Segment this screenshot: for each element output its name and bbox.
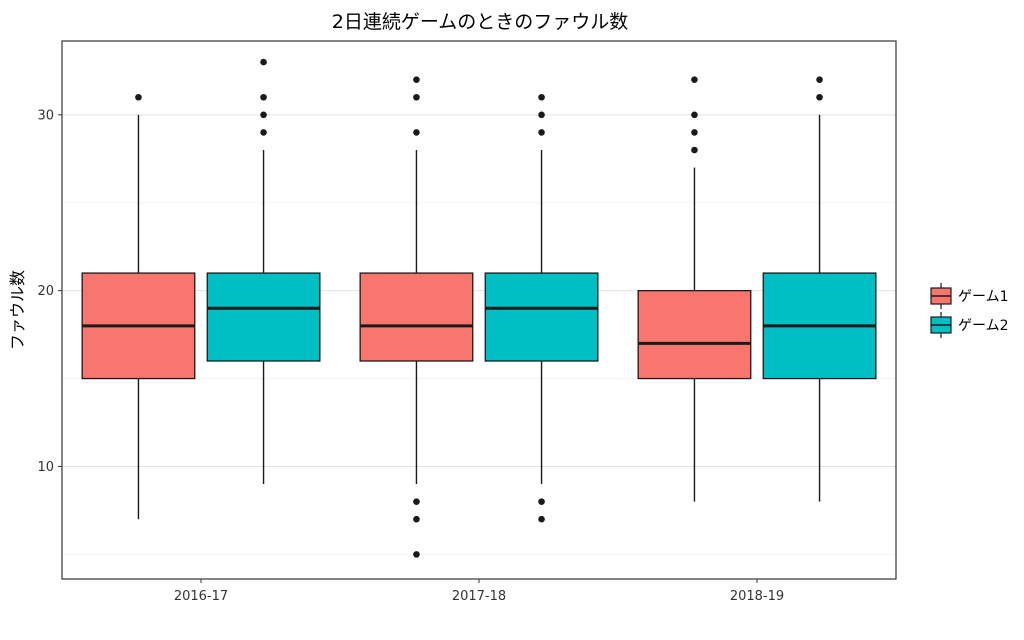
box-2018-19-ゲーム1 [637, 76, 752, 502]
outlier-point [413, 76, 420, 83]
outlier-point [413, 93, 420, 101]
outlier-point [260, 111, 267, 119]
outlier-point [260, 93, 267, 101]
outlier-point [538, 129, 545, 136]
outlier-point [816, 93, 823, 101]
box-iqr [359, 272, 474, 362]
x-tick-label: 2016-17 [174, 589, 228, 604]
grid-lines [62, 114, 896, 555]
y-tick-label: 30 [37, 108, 54, 123]
chart-title: 2日連続ゲームのときのファウル数 [332, 11, 629, 33]
outlier-point [538, 498, 545, 505]
outlier-point [538, 93, 545, 101]
outlier-point [691, 111, 698, 119]
y-tick-label: 20 [37, 284, 54, 299]
box-2016-17-ゲーム2 [206, 58, 321, 485]
box-2016-17-ゲーム1 [81, 93, 196, 520]
y-axis-title: ファウル数 [8, 270, 27, 350]
outlier-point [691, 76, 698, 83]
outlier-point [413, 551, 420, 558]
legend-label: ゲーム2 [958, 318, 1009, 334]
legend-item-ゲーム1: ゲーム1 [930, 283, 1009, 309]
legend-label: ゲーム1 [958, 289, 1009, 305]
x-tick-label: 2018-19 [730, 589, 784, 604]
box-2017-18-ゲーム2 [484, 93, 599, 523]
outlier-point [260, 58, 267, 66]
box-group [81, 58, 877, 558]
outlier-point [260, 129, 267, 136]
outlier-point [413, 515, 420, 523]
box-2018-19-ゲーム2 [762, 76, 877, 502]
legend: ゲーム1 ゲーム2 [930, 283, 1009, 338]
y-axis: 10 20 30 [37, 108, 62, 475]
plot-panel [62, 41, 896, 579]
box-iqr [206, 272, 321, 362]
box-iqr [484, 272, 599, 362]
box-2017-18-ゲーム1 [359, 76, 474, 558]
outlier-point [538, 515, 545, 523]
y-tick-label: 10 [37, 460, 54, 475]
outlier-point [538, 111, 545, 119]
x-tick-label: 2017-18 [452, 589, 506, 604]
box-iqr [637, 290, 752, 380]
outlier-point [816, 76, 823, 83]
outlier-point [413, 498, 420, 505]
legend-item-ゲーム2: ゲーム2 [930, 312, 1009, 338]
outlier-point [691, 129, 698, 136]
outlier-point [135, 93, 142, 101]
x-axis: 2016-17 2017-18 2018-19 [174, 579, 784, 604]
outlier-point [413, 129, 420, 136]
outlier-point [691, 146, 698, 154]
